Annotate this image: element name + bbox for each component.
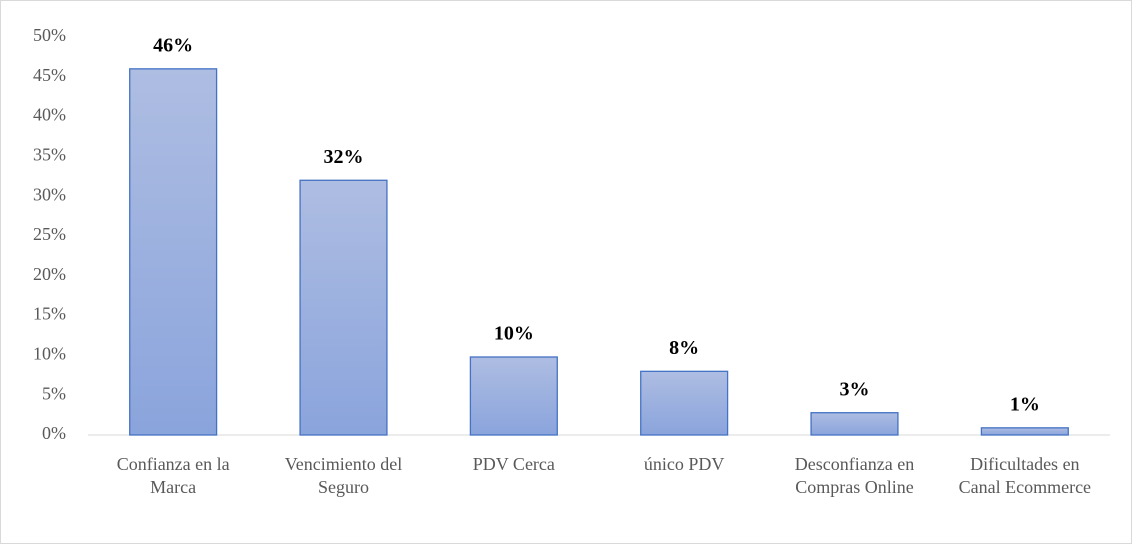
y-tick-label: 30% xyxy=(33,184,66,204)
y-tick-label: 50% xyxy=(33,25,66,45)
y-tick-label: 35% xyxy=(33,145,66,165)
y-tick-label: 5% xyxy=(42,383,66,403)
value-label: 10% xyxy=(494,323,534,345)
x-tick-label: Dificultades en Canal Ecommerce xyxy=(959,454,1091,497)
y-tick-label: 0% xyxy=(42,423,66,443)
value-label: 32% xyxy=(324,146,364,168)
x-tick-label: único PDV xyxy=(644,454,725,474)
x-tick-label: Confianza en la Marca xyxy=(117,454,230,497)
x-tick-label: Desconfianza en Compras Online xyxy=(795,454,914,497)
value-label: 1% xyxy=(1010,393,1040,415)
x-tick-label: Vencimiento del Seguro xyxy=(285,454,402,497)
bar xyxy=(129,68,218,436)
bar xyxy=(469,356,558,436)
x-tick-label: PDV Cerca xyxy=(473,454,555,474)
value-label: 46% xyxy=(153,34,193,56)
y-tick-label: 45% xyxy=(33,65,66,85)
y-tick-label: 25% xyxy=(33,224,66,244)
bar xyxy=(299,179,388,436)
bar xyxy=(810,412,899,436)
y-tick-label: 40% xyxy=(33,105,66,125)
y-tick-label: 15% xyxy=(33,304,66,324)
y-tick-label: 10% xyxy=(33,344,66,364)
value-label: 3% xyxy=(840,378,870,400)
bar xyxy=(980,427,1069,436)
value-label: 8% xyxy=(669,337,699,359)
y-tick-label: 20% xyxy=(33,264,66,284)
bar xyxy=(640,370,729,436)
